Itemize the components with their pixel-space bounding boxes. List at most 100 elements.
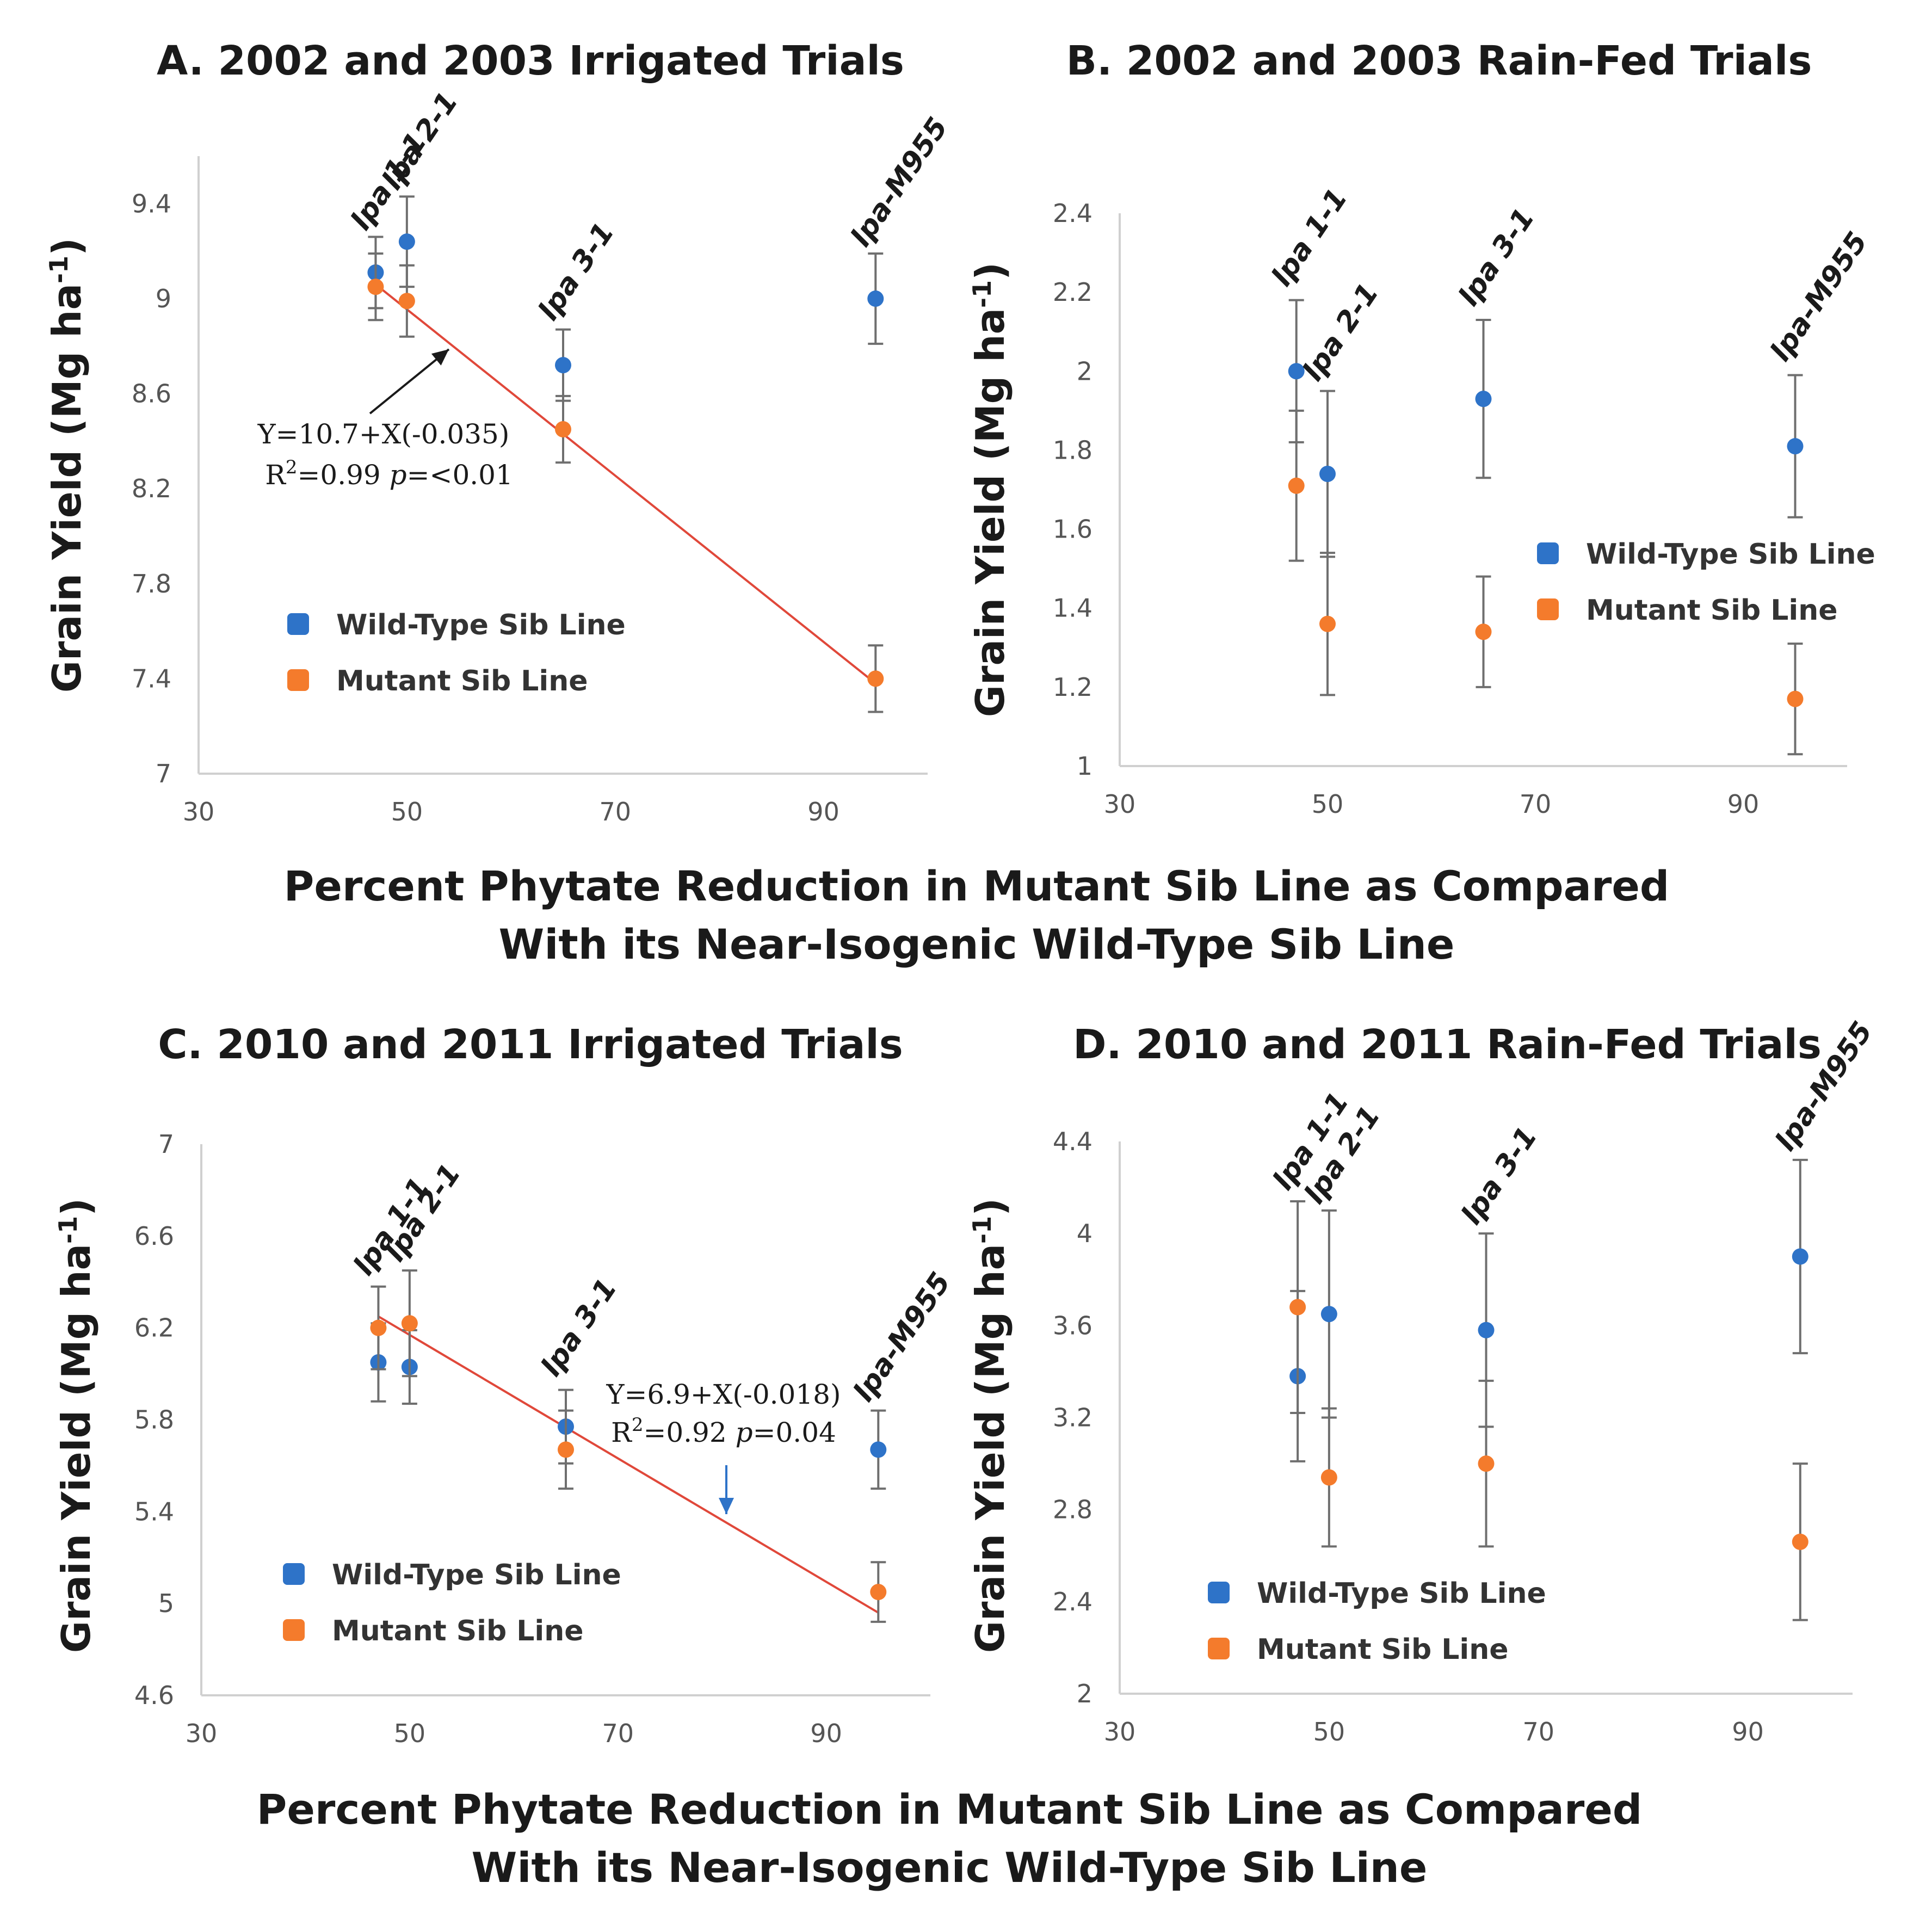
y-tick-label: 3.2 [1053, 1403, 1092, 1433]
x-tick-label: 70 [1520, 789, 1552, 819]
regression-equation: Y=10.7+X(-0.035) [257, 418, 510, 450]
x-tick-label: 90 [1732, 1717, 1764, 1746]
chart-title: C. 2010 and 2011 Irrigated Trials [158, 1021, 903, 1068]
wild-type-point [867, 290, 884, 307]
y-axis-label-main: Grain Yield (Mg ha [53, 1244, 99, 1653]
y-axis-label-sup: -1 [44, 256, 73, 283]
r-superscript: 2 [632, 1414, 644, 1436]
y-tick-label: 7 [158, 1129, 174, 1159]
arrow-shaft [369, 348, 450, 415]
line-label: lpa 1-1 [1266, 183, 1354, 292]
r-superscript: 2 [286, 456, 298, 478]
panel-a: A. 2002 and 2003 Irrigated Trials Grain Y… [44, 38, 954, 826]
wild-type-point [1475, 391, 1492, 408]
wild-type-point [1787, 438, 1804, 455]
line-label: lpa-M955 [844, 112, 954, 252]
line-label: lpa 2-1 [376, 87, 465, 196]
x-tick-label: 30 [1104, 789, 1136, 819]
y-tick-label: 1.8 [1053, 435, 1092, 465]
line-label: lpa 3-1 [1453, 202, 1541, 312]
regression-stats: R2=0.99 p=<0.01 [265, 456, 513, 491]
y-tick-label: 6.6 [134, 1221, 174, 1251]
x-axis-caption-top-line2: With its Near-Isogenic Wild-Type Sib Lin… [499, 920, 1455, 968]
mutant-point [398, 293, 415, 310]
mutant-point [1319, 615, 1336, 632]
line-label: lpa-M955 [847, 1267, 957, 1408]
regression-line [375, 283, 877, 684]
line-label: lpa-M955 [1764, 226, 1874, 367]
panel-d: D. 2010 and 2011 Rain-Fed Trials Grain Yi… [967, 1016, 1879, 1746]
y-axis-label-sup: -1 [967, 280, 997, 308]
y-tick-label: 5.8 [134, 1405, 174, 1435]
x-tick-label: 50 [391, 797, 423, 826]
p-symbol: p [390, 459, 407, 491]
x-tick-label: 30 [1104, 1717, 1136, 1746]
y-axis-label-sup: -1 [53, 1216, 83, 1244]
legend-marker-mutant [287, 669, 309, 691]
y-tick-label: 2.4 [1053, 1587, 1092, 1616]
x-tick-label: 30 [186, 1719, 218, 1748]
p-value: =<0.01 [407, 459, 513, 491]
y-tick-label: 9.4 [132, 189, 171, 218]
x-tick-label: 70 [602, 1719, 634, 1748]
y-tick-label: 9 [156, 284, 171, 313]
y-tick-label: 5.4 [134, 1497, 174, 1526]
x-axis-caption-top-line1: Percent Phytate Reduction in Mutant Sib … [284, 862, 1670, 910]
x-tick-label: 50 [394, 1719, 426, 1748]
line-label: lpa 3-1 [532, 217, 621, 326]
y-tick-label: 1 [1077, 751, 1092, 781]
p-symbol: p [736, 1417, 753, 1448]
mutant-point [370, 1319, 387, 1336]
line-label-suffix: -M955 [1792, 226, 1874, 326]
x-tick-label: 50 [1312, 789, 1344, 819]
mutant-point [1475, 624, 1492, 640]
mutant-point [558, 1441, 574, 1458]
wild-type-point [398, 233, 415, 250]
wild-type-point [1792, 1248, 1808, 1265]
x-tick-label: 70 [599, 797, 631, 826]
x-tick-label: 30 [183, 797, 215, 826]
x-tick-label: 50 [1313, 1717, 1345, 1746]
x-axis-caption-bottom-line1: Percent Phytate Reduction in Mutant Sib … [257, 1785, 1643, 1834]
panel-c: C. 2010 and 2011 Irrigated Trials Grain Y… [53, 1021, 957, 1748]
x-tick-label: 70 [1522, 1717, 1554, 1746]
legend-label-wild-type: Wild-Type Sib Line [336, 609, 626, 641]
legend-marker-mutant [283, 1619, 305, 1641]
wild-type-point [1478, 1322, 1495, 1338]
y-axis-label-end: ) [967, 1198, 1013, 1216]
legend-marker-wild-type [283, 1563, 305, 1585]
mutant-point [555, 421, 571, 438]
mutant-point [401, 1315, 418, 1332]
y-axis-label: Grain Yield (Mg ha-1) [53, 1198, 99, 1653]
y-tick-label: 3.6 [1053, 1311, 1092, 1340]
y-tick-label: 2.2 [1053, 277, 1092, 307]
line-label: lpa 2-1 [1297, 277, 1385, 387]
legend-label-mutant: Mutant Sib Line [1257, 1633, 1509, 1666]
x-axis-caption-bottom-line2: With its Near-Isogenic Wild-Type Sib Lin… [472, 1843, 1428, 1892]
panel-b: B. 2002 and 2003 Rain-Fed Trials Grain Yi… [967, 38, 1875, 819]
r-symbol: R [611, 1417, 632, 1448]
y-tick-label: 8.6 [132, 379, 171, 409]
mutant-point [867, 670, 884, 687]
line-label: lpa 3-1 [535, 1273, 624, 1382]
y-tick-label: 1.6 [1053, 515, 1092, 544]
legend-marker-wild-type [287, 613, 309, 635]
arrow-head [719, 1498, 734, 1514]
legend-marker-wild-type [1208, 1582, 1230, 1603]
mutant-point [1792, 1533, 1808, 1550]
r-symbol: R [265, 459, 286, 491]
y-tick-label: 2.4 [1053, 199, 1092, 228]
mutant-point [1478, 1455, 1495, 1472]
legend-label-wild-type: Wild-Type Sib Line [1586, 538, 1875, 571]
mutant-point [870, 1584, 887, 1601]
r-squared-value: =0.99 [298, 459, 390, 491]
legend-marker-mutant [1208, 1638, 1230, 1659]
wild-type-point [1320, 1306, 1337, 1323]
y-tick-label: 8.2 [132, 474, 171, 503]
y-tick-label: 2.8 [1053, 1495, 1092, 1524]
chart-title: A. 2002 and 2003 Irrigated Trials [157, 38, 904, 84]
y-tick-label: 6.2 [134, 1313, 174, 1343]
arrow-head [431, 349, 449, 366]
y-tick-label: 5 [158, 1589, 174, 1618]
